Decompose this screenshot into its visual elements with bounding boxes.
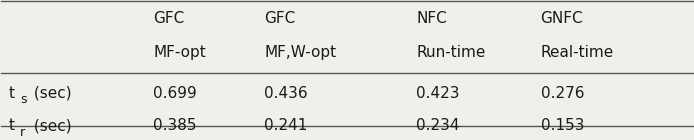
Text: (sec): (sec) [29,118,71,133]
Text: 0.423: 0.423 [416,86,459,101]
Text: 0.153: 0.153 [541,118,584,133]
Text: (sec): (sec) [29,86,71,101]
Text: 0.699: 0.699 [153,86,197,101]
Text: GFC: GFC [153,11,185,26]
Text: NFC: NFC [416,11,447,26]
Text: 0.234: 0.234 [416,118,459,133]
Text: MF,W-opt: MF,W-opt [264,45,336,60]
Text: Run-time: Run-time [416,45,486,60]
Text: 0.241: 0.241 [264,118,307,133]
Text: MF-opt: MF-opt [153,45,206,60]
Text: 0.276: 0.276 [541,86,584,101]
Text: t: t [8,118,15,133]
Text: Real-time: Real-time [541,45,613,60]
Text: 0.385: 0.385 [153,118,197,133]
Text: t: t [8,86,15,101]
Text: r: r [20,126,25,139]
Text: 0.436: 0.436 [264,86,307,101]
Text: GFC: GFC [264,11,296,26]
Text: s: s [20,93,26,106]
Text: GNFC: GNFC [541,11,583,26]
